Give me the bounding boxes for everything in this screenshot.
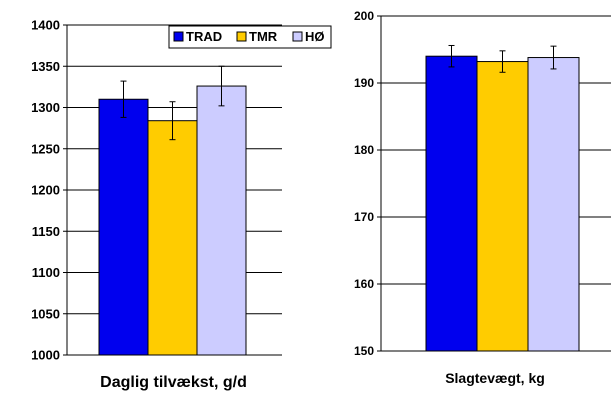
legend-label-tmr: TMR [249, 29, 278, 44]
legend: TRAD TMR HØ [168, 25, 332, 49]
bar-trad [98, 98, 149, 356]
x-axis-label: Slagtevægt, kg [445, 370, 545, 386]
bar-trad [425, 55, 478, 352]
legend-box [168, 25, 332, 49]
y-tick-label: 170 [354, 210, 374, 224]
legend-label-trad: TRAD [186, 29, 222, 44]
chart-panel-2: 150 160 170 180 190 200 Slagtevægt, kg [354, 9, 611, 386]
bar-tmr [147, 120, 198, 356]
y-tick-label: 1100 [32, 265, 60, 280]
legend-swatch-trad [173, 31, 184, 42]
legend-swatch-hø [292, 31, 303, 42]
chart-panel-1: 1000 1050 1100 1150 1200 1250 1300 1350 1400 Dagl… [31, 18, 332, 391]
y-tick-label: 1350 [31, 59, 60, 74]
bar-hø [196, 85, 247, 356]
y-tick-label: 160 [354, 277, 374, 291]
y-tick-label: 1200 [31, 183, 60, 198]
bar-hø [527, 57, 580, 352]
bar-tmr [476, 61, 529, 352]
legend-label-hø: HØ [305, 29, 325, 44]
y-tick-label: 1150 [32, 224, 60, 239]
legend-swatch-tmr [236, 31, 247, 42]
y-tick-label: 1050 [31, 306, 60, 321]
y-tick-label: 190 [354, 76, 374, 90]
y-tick-label: 200 [354, 9, 374, 23]
y-tick-label: 1250 [31, 141, 60, 156]
y-tick-label: 150 [354, 344, 374, 358]
x-axis-label: Daglig tilvækst, g/d [100, 374, 247, 391]
y-tick-label: 180 [354, 143, 374, 157]
y-tick-label: 1400 [31, 18, 60, 33]
y-tick-label: 1300 [31, 100, 60, 115]
y-tick-label: 1000 [31, 348, 60, 363]
